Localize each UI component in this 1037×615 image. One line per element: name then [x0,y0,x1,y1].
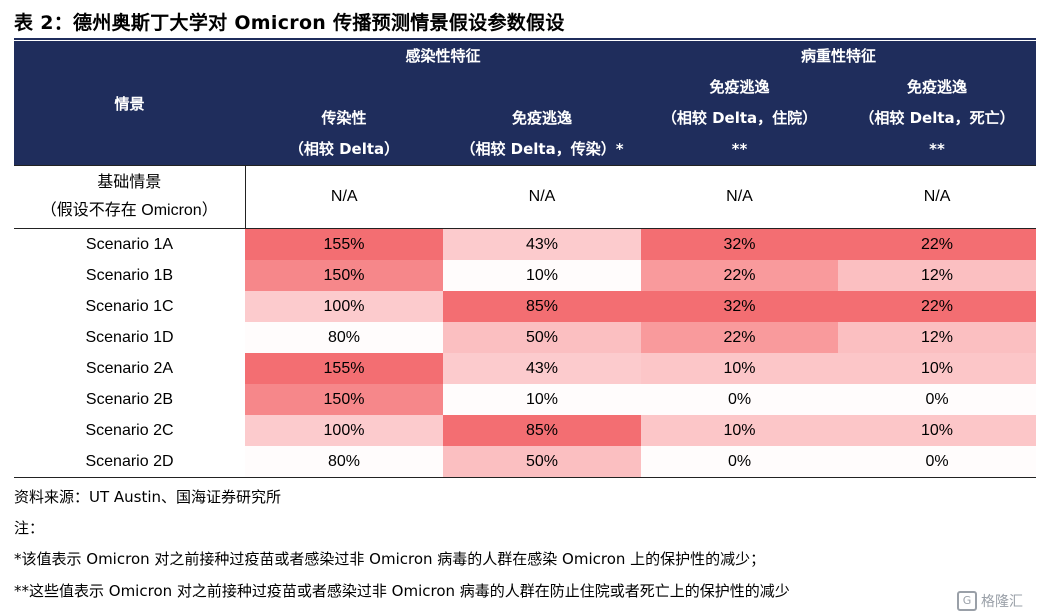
scenario-name: Scenario 1D [85,328,174,346]
scenario-table: 情景 感染性特征 病重性特征 传染性 （相较 Delta） 免疫逃逸 （相较 D… [14,41,1037,478]
value-cell: 10% [641,415,839,446]
value-cell: 10% [838,415,1037,446]
header-scenario: 情景 [14,41,245,166]
scenario-name: Scenario 2D [14,446,245,478]
header-transmissibility: 传染性 （相较 Delta） [245,72,443,166]
footnote-1: *该值表示 Omicron 对之前接种过疫苗或者感染过非 Omicron 病毒的… [14,550,766,568]
value-cell: 150% [245,260,443,291]
base-scenario-label: 基础情景 （假设不存在 Omicron） [14,165,246,229]
source-note: 资料来源：UT Austin、国海证券研究所 [14,488,282,506]
value-cell: 100% [245,291,443,322]
value-cell: 12% [838,260,1037,291]
value-cell: 155% [245,353,443,384]
base-value: N/A [443,165,642,229]
base-value: N/A [245,165,443,229]
table-row: Scenario 2B 150% 10% 0% 0% [14,384,1037,415]
base-scenario-row: 基础情景 （假设不存在 Omicron） N/A N/A N/A N/A [14,165,1037,229]
scenario-name: Scenario 1A [85,235,174,253]
value-cell: 50% [443,322,642,353]
header-immune-escape-death: 免疫逃逸 （相较 Delta，死亡） ** [838,72,1037,166]
value-cell: 85% [443,291,642,322]
table-row: Scenario 1B 150% 10% 22% 12% [14,260,1037,291]
value-cell: 22% [838,291,1037,322]
value-cell: 22% [641,322,839,353]
base-value: N/A [838,165,1037,229]
value-cell: 0% [641,384,839,415]
value-cell: 0% [838,446,1037,478]
value-cell: 50% [443,446,642,478]
header-immune-escape-infection: 免疫逃逸 （相较 Delta，传染）* [443,72,642,166]
value-cell: 10% [443,384,642,415]
value-cell: 10% [838,353,1037,384]
table-row: Scenario 2A 155% 43% 10% 10% [14,353,1037,384]
value-cell: 150% [245,384,443,415]
value-cell: 10% [443,260,642,291]
value-cell: 12% [838,322,1037,353]
header-immune-escape-hospital: 免疫逃逸 （相较 Delta，住院） ** [641,72,839,166]
table-row: Scenario 1A 155% 43% 32% 22% [14,228,1037,260]
table-row: Scenario 1C 100% 85% 32% 22% [14,291,1037,322]
table-row: Scenario 2C 100% 85% 10% 10% [14,415,1037,446]
value-cell: 43% [443,228,642,260]
value-cell: 43% [443,353,642,384]
scenario-name: Scenario 1B [85,266,174,284]
header-group-severity: 病重性特征 [641,41,1037,72]
scenario-name: Scenario 2C [85,421,174,439]
watermark-logo: G 格隆汇 [957,591,1023,611]
value-cell: 22% [838,228,1037,260]
scenario-name: Scenario 2A [85,359,174,377]
value-cell: 32% [641,291,839,322]
value-cell: 80% [245,322,443,353]
base-value: N/A [641,165,839,229]
value-cell: 85% [443,415,642,446]
value-cell: 80% [245,446,443,478]
header-group-infection: 感染性特征 [245,41,642,72]
logo-icon: G [957,591,977,611]
scenario-name: Scenario 2B [85,390,174,408]
value-cell: 32% [641,228,839,260]
scenario-name: Scenario 1C [85,297,174,315]
value-cell: 10% [641,353,839,384]
value-cell: 155% [245,228,443,260]
notes-label: 注： [14,519,45,537]
title-rule [14,38,1036,40]
value-cell: 0% [838,384,1037,415]
table-title: 表 2：德州奥斯丁大学对 Omicron 传播预测情景假设参数假设 [14,12,565,34]
table-row: Scenario 2D 80% 50% 0% 0% [14,446,1037,478]
table-row: Scenario 1D 80% 50% 22% 12% [14,322,1037,353]
value-cell: 0% [641,446,839,478]
footnote-2: **这些值表示 Omicron 对之前接种过疫苗或者感染过非 Omicron 病… [14,582,790,600]
value-cell: 22% [641,260,839,291]
value-cell: 100% [245,415,443,446]
